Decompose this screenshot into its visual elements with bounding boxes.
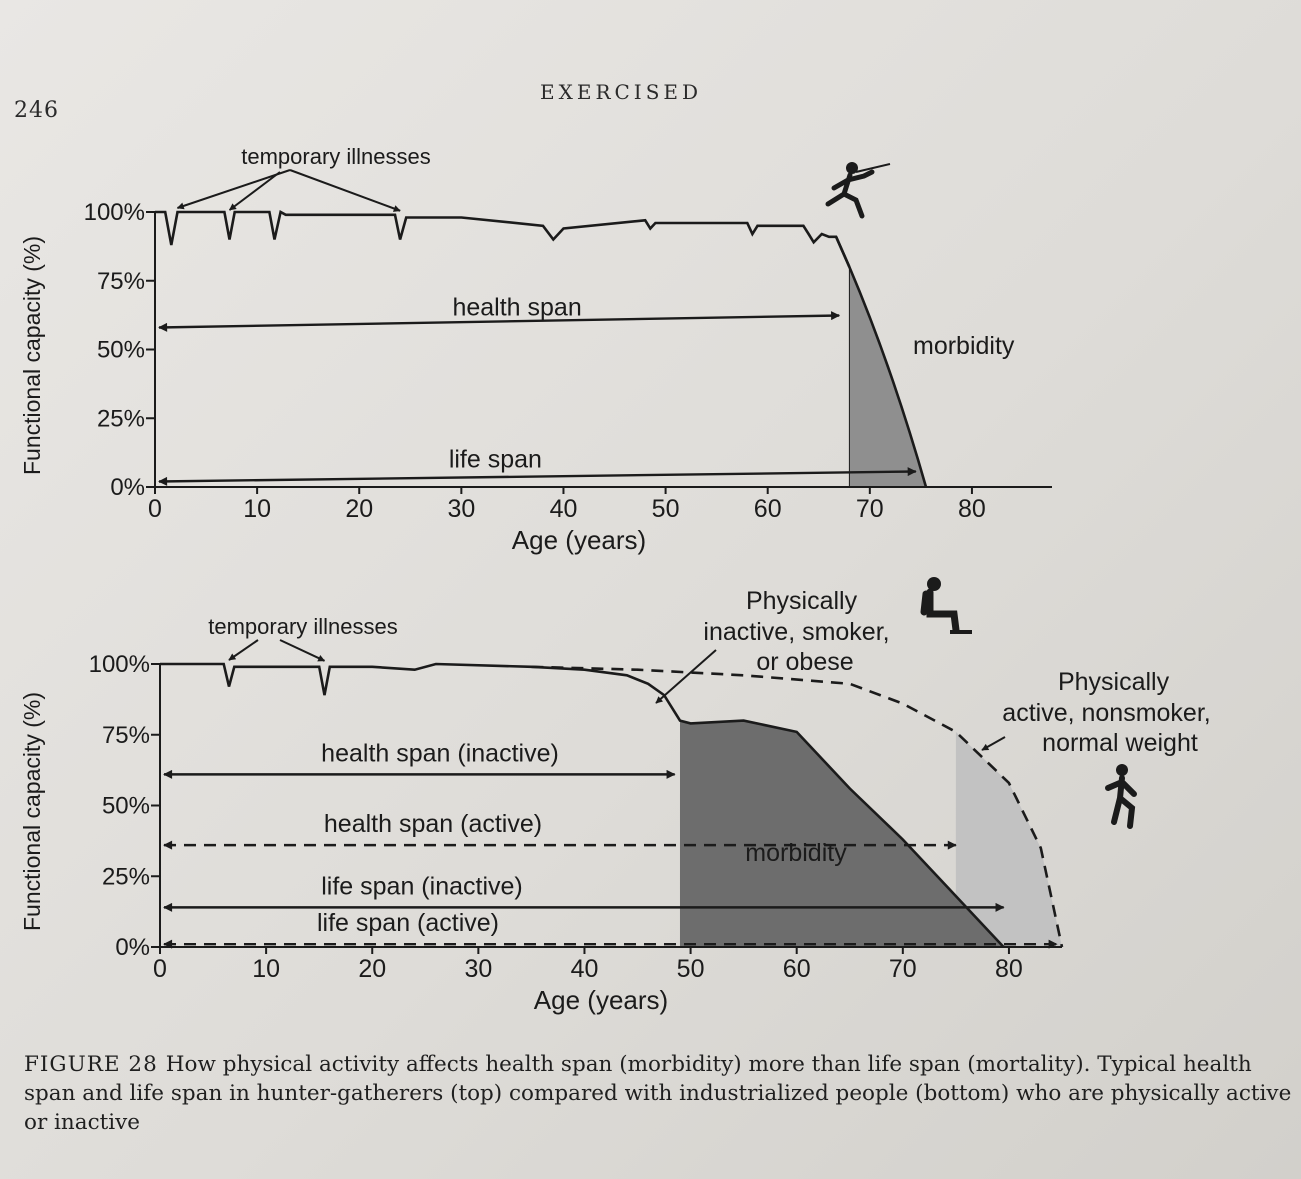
- bottom-morbidity-label: morbidity: [745, 839, 847, 867]
- top-chart: 0% 25% 50% 75% 100% 0 10 20 30 40 50 60 70 80 Age (y…: [19, 144, 1052, 555]
- seated-person-icon: [920, 577, 972, 634]
- b-y-ticks: 0% 25% 50% 75% 100%: [89, 651, 160, 961]
- b-y-tick-label: 50%: [102, 793, 150, 820]
- t-x-tick-label: 60: [754, 495, 782, 523]
- b-x-ticks: 0 10 20 30 40 50 60 70 80: [153, 947, 1023, 983]
- inactive-label-line-3: or obese: [756, 648, 853, 676]
- bottom-illness-pointer-arrow: [279, 639, 326, 662]
- top-health-span-label: health span: [452, 294, 581, 322]
- walking-person-icon: [1105, 764, 1137, 829]
- active-label-line-2: active, nonsmoker,: [1002, 699, 1210, 727]
- t-x-tick-label: 30: [447, 495, 475, 523]
- top-capacity-line: [155, 210, 851, 268]
- page-number: 246: [14, 98, 59, 123]
- caption-text: How physical activity affects health spa…: [24, 1052, 1292, 1135]
- t-x-tick-label: 0: [148, 495, 162, 523]
- top-morbidity-label: morbidity: [913, 332, 1015, 360]
- b-y-tick-label: 25%: [102, 863, 150, 890]
- t-x-tick-label: 40: [550, 495, 578, 523]
- bottom-morbidity-area-active: [955, 731, 1062, 947]
- top-life-span-label: life span: [449, 446, 542, 474]
- inactive-label: Physically inactive, smoker, or obese: [703, 587, 896, 676]
- running-hunter-icon: [825, 162, 891, 219]
- bottom-span-label: health span (inactive): [321, 739, 559, 767]
- top-y-axis-label: Functional capacity (%): [19, 236, 45, 475]
- bottom-morbidity-area-inactive: [679, 720, 1004, 947]
- b-x-tick-label: 50: [677, 955, 705, 983]
- b-x-tick-label: 40: [571, 955, 599, 983]
- t-y-tick-label: 75%: [97, 268, 145, 295]
- b-x-tick-label: 80: [995, 955, 1023, 983]
- bottom-span-label: life span (active): [317, 909, 499, 937]
- top-health-span-arrow: [158, 311, 841, 332]
- bottom-temporary-illnesses-label: temporary illnesses: [208, 614, 398, 639]
- top-temporary-illnesses-label: temporary illnesses: [241, 144, 431, 169]
- inactive-pointer-arrow: [655, 649, 717, 704]
- bottom-span-label: health span (active): [324, 810, 542, 838]
- b-y-tick-label: 75%: [102, 722, 150, 749]
- bottom-x-axis-label: Age (years): [534, 985, 668, 1015]
- top-illness-pointers: [176, 169, 401, 212]
- t-x-tick-label: 70: [856, 495, 884, 523]
- active-label: Physically active, nonsmoker, normal wei…: [1002, 668, 1217, 757]
- b-y-tick-label: 0%: [115, 934, 150, 961]
- bottom-illness-pointers: [228, 639, 326, 662]
- t-y-tick-label: 100%: [84, 199, 145, 226]
- t-y-ticks: 0% 25% 50% 75% 100%: [84, 199, 155, 501]
- t-x-tick-label: 20: [345, 495, 373, 523]
- bottom-span-arrows: health span (inactive) health span (activ…: [163, 739, 1058, 949]
- bottom-y-axis-label: Functional capacity (%): [19, 692, 45, 931]
- b-x-tick-label: 30: [464, 955, 492, 983]
- top-decline-line: [834, 236, 928, 488]
- figure-label: FIGURE 28: [24, 1052, 158, 1077]
- t-y-tick-label: 50%: [97, 337, 145, 364]
- bottom-chart: 0% 25% 50% 75% 100% 0 10 20 30 40 50 60 70 80 Age (y…: [19, 577, 1217, 1015]
- t-y-tick-label: 25%: [97, 405, 145, 432]
- b-x-tick-label: 70: [889, 955, 917, 983]
- top-illness-pointer-arrow: [289, 169, 401, 212]
- t-x-ticks: 0 10 20 30 40 50 60 70 80: [148, 487, 986, 523]
- top-illness-pointer-arrow: [176, 169, 291, 210]
- b-x-tick-label: 0: [153, 955, 167, 983]
- b-x-tick-label: 20: [358, 955, 386, 983]
- top-x-axis-label: Age (years): [512, 525, 646, 555]
- bottom-active-dashed-line: [531, 665, 1064, 948]
- figure-caption: FIGURE 28 How physical activity affects h…: [24, 1050, 1294, 1137]
- b-x-tick-label: 60: [783, 955, 811, 983]
- t-x-tick-label: 50: [652, 495, 680, 523]
- t-x-tick-label: 80: [958, 495, 986, 523]
- running-head: EXERCISED: [540, 80, 703, 104]
- b-y-tick-label: 100%: [89, 651, 150, 678]
- inactive-label-line-2: inactive, smoker,: [703, 618, 889, 646]
- top-life-span-arrow: [158, 467, 917, 486]
- inactive-label-line-1: Physically: [746, 587, 858, 615]
- active-pointer-arrow: [981, 736, 1006, 751]
- top-morbidity-area: [848, 266, 927, 488]
- t-y-tick-label: 0%: [110, 474, 145, 501]
- active-label-line-1: Physically: [1058, 668, 1170, 696]
- t-x-tick-label: 10: [243, 495, 271, 523]
- bottom-inactive-line: [160, 662, 1005, 948]
- b-x-tick-label: 10: [252, 955, 280, 983]
- bottom-span-label: life span (inactive): [321, 872, 522, 900]
- bottom-illness-pointer-arrow: [228, 639, 259, 661]
- top-illness-pointer-arrow: [228, 171, 281, 211]
- active-label-line-3: normal weight: [1042, 729, 1198, 757]
